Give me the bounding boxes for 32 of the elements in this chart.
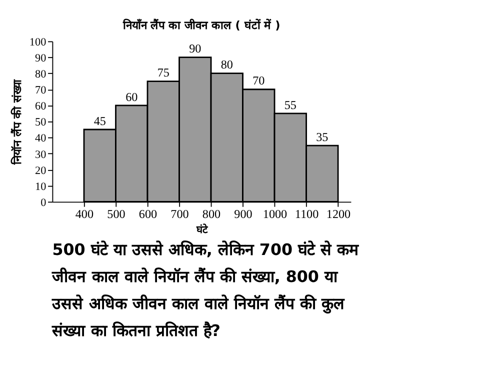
data-label: 70: [252, 74, 265, 88]
x-tick-label: 800: [202, 207, 221, 222]
data-label: 90: [189, 42, 202, 56]
y-tick-label: 100: [29, 36, 47, 48]
y-tick-label: 50: [34, 116, 47, 129]
x-tick-label: 600: [138, 207, 158, 222]
x-tick-label: 1200: [326, 207, 351, 222]
x-tick-label: 1000: [262, 207, 288, 222]
chart-title: नियाँन लैंप का जीवन काल ( घंटों में ): [122, 18, 280, 32]
x-tick-label: 1100: [294, 207, 319, 222]
x-tick-label: 700: [170, 207, 189, 222]
data-label: 45: [94, 114, 106, 128]
y-tick-label: 40: [34, 132, 47, 145]
y-tick-label: 90: [34, 52, 47, 64]
data-label: 35: [316, 130, 328, 144]
x-axis-title: घंटे: [195, 222, 208, 236]
y-tick-label: 80: [34, 68, 47, 81]
y-axis-title: नियॉन लैंप की संख्या: [10, 78, 24, 166]
y-tick-label: 60: [34, 100, 47, 113]
data-label: 55: [284, 98, 296, 112]
x-tick-label: 900: [234, 207, 252, 222]
x-tick-label: 400: [75, 207, 94, 222]
y-tick-label: 0: [40, 196, 47, 209]
y-tick-label: 20: [34, 164, 47, 177]
data-label: 80: [220, 58, 233, 72]
text: 500 घंटे या उससे अधिक, लेकिन 700 घंटे से कम जीवन काल वाले नियॉन लैंप की संख्या, 800 या उससे अधिक जीवन काल वाले नियॉन लैंप की कुल संख्या का कितना प्रतिशत है?: [51, 240, 360, 340]
data-label: 60: [126, 90, 138, 104]
data-label: 75: [157, 66, 170, 80]
x-tick-label: 500: [107, 207, 126, 222]
y-tick-label: 70: [34, 84, 47, 97]
y-tick-label: 30: [34, 148, 47, 161]
y-tick-label: 10: [34, 180, 47, 193]
